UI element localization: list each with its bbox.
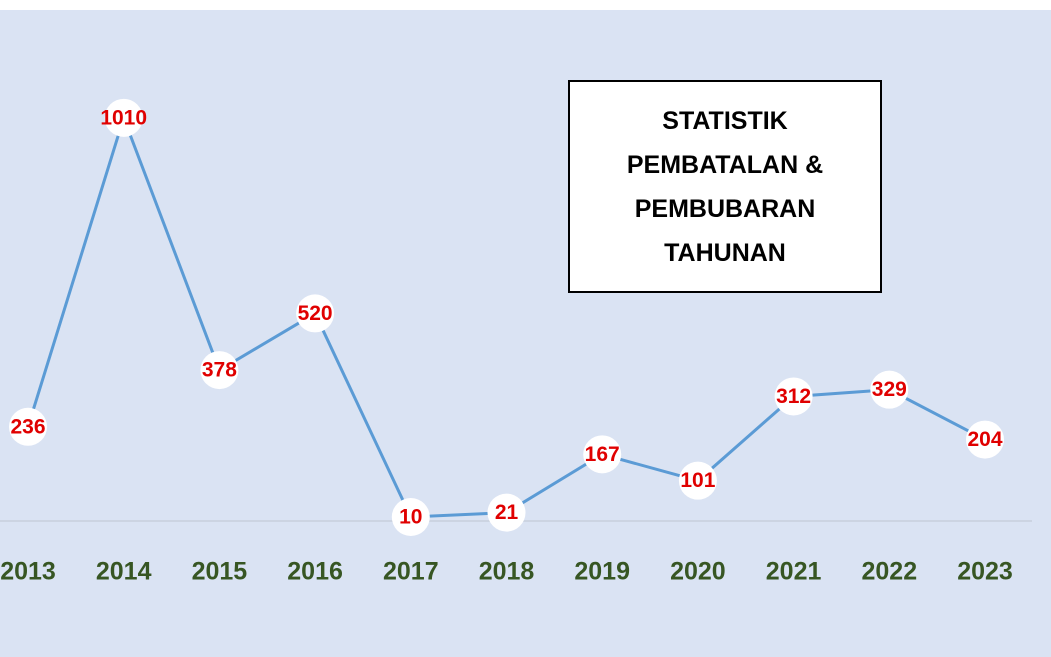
data-point xyxy=(870,370,909,409)
x-tick-label: 2016 xyxy=(287,558,343,586)
data-point xyxy=(678,461,717,500)
data-point xyxy=(104,98,143,137)
data-point xyxy=(583,435,622,474)
data-label: 167 xyxy=(585,443,620,466)
x-tick-label: 2023 xyxy=(957,558,1013,586)
data-label: 1010 xyxy=(100,106,147,129)
data-label: 204 xyxy=(967,428,1002,451)
data-point xyxy=(391,498,430,537)
data-point xyxy=(966,420,1004,459)
x-tick-label: 2015 xyxy=(192,558,248,586)
x-tick-label: 2021 xyxy=(766,558,822,586)
data-label: 378 xyxy=(202,359,237,382)
data-point xyxy=(296,294,335,333)
title-box: STATISTIK PEMBATALAN & PEMBUBARAN TAHUNA… xyxy=(568,80,882,293)
data-label: 329 xyxy=(872,378,907,401)
data-point xyxy=(9,407,47,446)
data-label: 236 xyxy=(10,415,45,438)
data-label: 21 xyxy=(495,501,519,524)
data-label: 520 xyxy=(298,302,333,325)
chart-title: STATISTIK PEMBATALAN & PEMBUBARAN TAHUNA… xyxy=(626,106,824,267)
x-tick-label: 2019 xyxy=(574,558,630,586)
x-tick-label: 2014 xyxy=(96,558,152,586)
data-point xyxy=(774,377,813,416)
data-point xyxy=(487,493,526,532)
x-tick-label: 2013 xyxy=(0,558,56,586)
x-tick-label: 2018 xyxy=(479,558,535,586)
data-label: 101 xyxy=(680,469,715,492)
data-point xyxy=(200,351,239,390)
x-tick-label: 2017 xyxy=(383,558,439,586)
x-tick-label: 2022 xyxy=(861,558,917,586)
data-label: 312 xyxy=(776,385,811,408)
x-tick-label: 2020 xyxy=(670,558,726,586)
data-label: 10 xyxy=(399,506,422,529)
